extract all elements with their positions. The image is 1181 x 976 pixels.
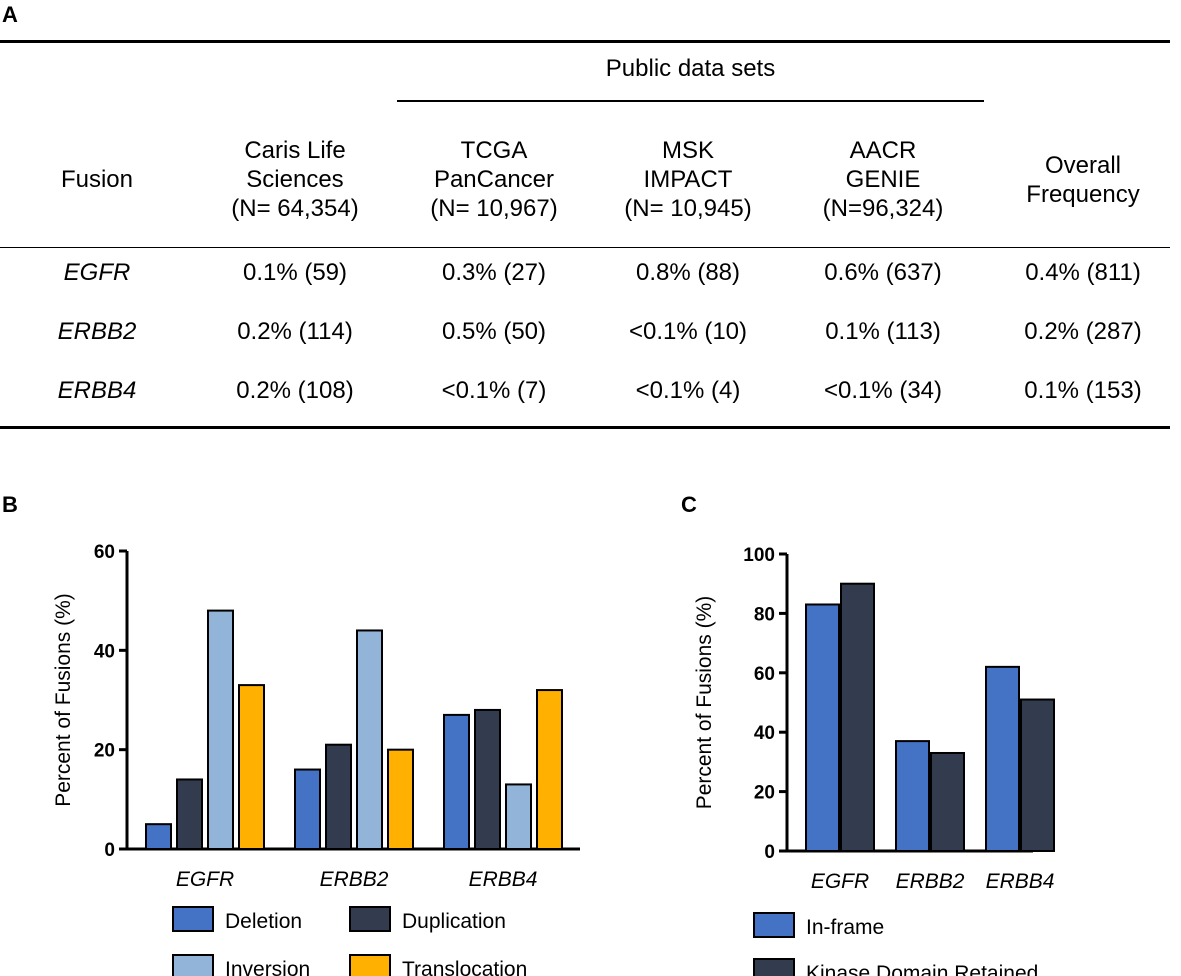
table-cell: 0.5% (50) [441, 318, 547, 345]
bar-deletion-egfr [145, 823, 172, 850]
table-bottom-rule [0, 426, 1170, 429]
legend-swatch [172, 906, 214, 932]
legend-label: Translocation [402, 958, 527, 976]
chart-c-fusion-features: 0 20 40 60 80 100 Percent of Fusions (%) EGFR ER… [693, 545, 1055, 976]
bar-kinase-domain-retained-erbb2 [930, 751, 965, 853]
legend-swatch [349, 906, 391, 932]
table-cell: 0.6% (637) [824, 259, 942, 286]
table-cell: 0.1% (113) [825, 318, 941, 345]
row-gene-label: ERBB2 [57, 318, 137, 345]
group-header-underline [397, 100, 984, 102]
legend-label: Duplication [402, 910, 506, 933]
column-header: AACR GENIE (N=96,324) [783, 136, 983, 223]
bar-inversion-erbb2 [356, 629, 383, 851]
bar-duplication-erbb4 [474, 708, 501, 850]
bar-in-frame-erbb4 [985, 665, 1020, 852]
bar-kinase-domain-retained-erbb4 [1020, 698, 1055, 852]
y-tick-label: 20 [754, 783, 775, 804]
column-header-line: Sciences [246, 166, 344, 193]
panel-label-c: C [681, 492, 697, 517]
bar-duplication-egfr [176, 778, 203, 850]
y-tick-label: 40 [754, 723, 775, 744]
table-cell: 0.4% (811) [1025, 259, 1141, 286]
legend-swatch [753, 958, 795, 976]
bar-inversion-erbb4 [505, 783, 532, 850]
bar-in-frame-egfr [805, 603, 840, 852]
column-header: Caris Life Sciences (N= 64,354) [195, 136, 395, 223]
y-axis-label: Percent of Fusions (%) [52, 593, 75, 807]
legend-label: Deletion [225, 910, 302, 933]
table-cell: 0.1% (59) [242, 259, 348, 286]
chart-b-fusion-types: 0 20 40 60 Percent of Fusions (%) EGFR ERBB2 ER… [52, 542, 580, 976]
y-tick-label: 60 [754, 664, 775, 685]
table-cell: 0.1% (153) [1024, 377, 1142, 404]
column-header-line: (N=96,324) [822, 195, 944, 222]
bar-in-frame-erbb2 [895, 740, 930, 852]
column-header-line: IMPACT [643, 166, 733, 193]
table-cell: <0.1% (4) [635, 377, 741, 404]
panel-label-b: B [2, 492, 18, 517]
column-header-line: (N= 10,945) [624, 195, 752, 222]
table-cell: <0.1% (7) [441, 377, 547, 404]
column-header-line: PanCancer [433, 166, 555, 193]
column-header-line: GENIE [845, 166, 921, 193]
y-tick-label: 80 [754, 604, 775, 625]
table-cell: 0.2% (114) [237, 318, 353, 345]
column-header-line: Caris Life [244, 137, 346, 164]
panel-label-a: A [2, 2, 18, 27]
bar-kinase-domain-retained-egfr [840, 582, 875, 852]
column-header-line: (N= 64,354) [231, 195, 359, 222]
column-header-line: TCGA [460, 137, 528, 164]
y-tick-label: 40 [94, 641, 115, 662]
bar-translocation-egfr [238, 684, 265, 850]
table-cell: 0.2% (287) [1024, 318, 1142, 345]
column-header-line: Frequency [1026, 180, 1140, 208]
legend-swatch [753, 912, 795, 938]
table-cell: 0.3% (27) [441, 259, 547, 286]
column-header-line: MSK [661, 137, 714, 164]
column-header-line: AACR [849, 137, 917, 164]
x-category-label: ERBB2 [320, 868, 389, 891]
table-cell: <0.1% (10) [628, 318, 748, 345]
bar-translocation-erbb2 [387, 748, 414, 851]
group-header: Public data sets [605, 55, 776, 82]
legend-label: Kinase Domain Retained [806, 962, 1038, 976]
table-header-rule [0, 247, 1170, 248]
x-category-label: ERBB2 [896, 870, 965, 893]
column-header: MSK IMPACT (N= 10,945) [588, 136, 788, 223]
y-tick-label: 100 [743, 545, 775, 566]
bar-deletion-erbb4 [443, 713, 470, 850]
y-tick-label: 0 [104, 840, 115, 861]
table-cell: 0.2% (108) [236, 377, 354, 404]
y-axis-label: Percent of Fusions (%) [693, 596, 716, 810]
table-cell: <0.1% (34) [823, 377, 943, 404]
legend-label: In-frame [806, 916, 884, 939]
column-header-line: Overall [1044, 151, 1122, 179]
column-header: Overall Frequency [983, 151, 1181, 209]
legend-label: Inversion [225, 958, 310, 976]
legend-swatch [349, 954, 391, 976]
y-tick-label: 20 [94, 741, 115, 762]
column-header: TCGA PanCancer (N= 10,967) [394, 136, 594, 223]
bar-inversion-egfr [207, 609, 234, 850]
x-category-label: ERBB4 [986, 870, 1055, 893]
column-header-line: (N= 10,967) [430, 195, 558, 222]
column-header-line: Fusion [60, 166, 134, 193]
table-cell: 0.8% (88) [635, 259, 741, 286]
bar-deletion-erbb2 [294, 768, 321, 851]
y-tick-label: 60 [94, 542, 115, 563]
bar-translocation-erbb4 [536, 689, 563, 850]
legend-swatch [172, 954, 214, 976]
bar-duplication-erbb2 [325, 743, 352, 850]
table-top-rule [0, 40, 1170, 43]
y-tick-label: 0 [764, 842, 775, 863]
x-category-label: ERBB4 [469, 868, 538, 891]
row-gene-label: ERBB4 [57, 377, 137, 404]
row-gene-label: EGFR [63, 259, 131, 286]
x-category-label: EGFR [176, 868, 234, 891]
x-category-label: EGFR [811, 870, 869, 893]
column-header: Fusion [0, 165, 197, 194]
